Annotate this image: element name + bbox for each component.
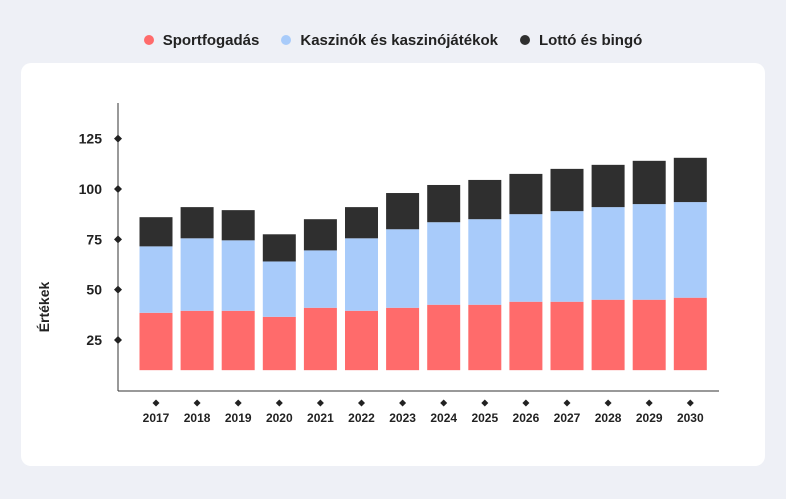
- y-tick-label: 100: [79, 181, 103, 197]
- bar-kaszinok-2021[interactable]: [303, 250, 337, 308]
- bar-lotto-2028[interactable]: [591, 164, 625, 208]
- chart-plot: 25 50 75 100 125 2017 2018 2019 2020 2021 2022 202…: [36, 103, 719, 425]
- y-tick-label: 50: [86, 282, 102, 298]
- bar-sportfogadas-2023[interactable]: [386, 307, 420, 371]
- bar-sportfogadas-2025[interactable]: [468, 304, 502, 371]
- x-tick-mark: [481, 399, 489, 407]
- bar-lotto-2023[interactable]: [386, 193, 420, 230]
- bar-kaszinok-2024[interactable]: [427, 222, 461, 305]
- x-tick-mark: [563, 399, 571, 407]
- bar-kaszinok-2018[interactable]: [180, 238, 214, 311]
- bar-sportfogadas-2020[interactable]: [262, 316, 296, 371]
- bar-sportfogadas-2028[interactable]: [591, 299, 625, 371]
- x-tick-mark: [358, 399, 365, 407]
- x-tick-mark: [275, 399, 283, 407]
- y-tick-mark: [114, 285, 122, 294]
- bar-lotto-2026[interactable]: [509, 173, 543, 215]
- bar-sportfogadas-2017[interactable]: [139, 312, 173, 371]
- x-tick-label: 2024: [430, 411, 457, 425]
- x-tick-mark: [522, 399, 530, 407]
- bar-kaszinok-2030[interactable]: [673, 202, 707, 298]
- bar-lotto-2018[interactable]: [180, 207, 214, 239]
- bar-lotto-2027[interactable]: [550, 168, 584, 212]
- x-tick-label: 2028: [595, 411, 622, 425]
- bar-kaszinok-2026[interactable]: [509, 214, 543, 302]
- bar-lotto-2024[interactable]: [427, 184, 461, 223]
- bar-kaszinok-2027[interactable]: [550, 211, 584, 302]
- legend-label-kaszinok: Kaszinók és kaszinójátékok: [300, 31, 498, 49]
- legend-marker-sportfogadas: [143, 35, 154, 45]
- bar-lotto-2025[interactable]: [468, 179, 502, 220]
- x-tick-label: 2019: [225, 411, 252, 425]
- bar-lotto-2029[interactable]: [632, 160, 666, 205]
- bar-kaszinok-2028[interactable]: [591, 207, 625, 300]
- x-tick-mark: [686, 399, 694, 407]
- x-tick-label: 2020: [266, 411, 293, 425]
- y-tick-mark: [114, 335, 122, 344]
- legend-label-lotto: Lottó és bingó: [538, 31, 643, 49]
- x-tick-label: 2018: [184, 411, 211, 425]
- bar-sportfogadas-2018[interactable]: [180, 310, 214, 371]
- legend-item-lotto[interactable]: Lottó és bingó: [519, 31, 643, 49]
- legend-item-kaszinok[interactable]: Kaszinók és kaszinójátékok: [281, 32, 498, 49]
- bar-kaszinok-2019[interactable]: [221, 240, 255, 311]
- bar-kaszinok-2017[interactable]: [139, 246, 173, 313]
- bar-sportfogadas-2019[interactable]: [221, 310, 255, 371]
- x-tick-label: 2023: [389, 411, 416, 425]
- y-tick-mark: [114, 134, 122, 143]
- y-tick-label: 75: [86, 231, 102, 247]
- legend: Sportfogadás Kaszinók és kaszinójátékok …: [0, 28, 786, 52]
- legend-marker-lotto: [519, 35, 530, 45]
- y-tick-label: 125: [79, 131, 103, 147]
- y-axis-title: Értékek: [36, 281, 52, 332]
- bar-kaszinok-2022[interactable]: [345, 238, 378, 311]
- legend-item-sportfogadas[interactable]: Sportfogadás: [143, 31, 260, 49]
- bar-kaszinok-2029[interactable]: [632, 204, 666, 300]
- x-tick-mark: [604, 399, 612, 407]
- bar-kaszinok-2023[interactable]: [386, 229, 420, 308]
- x-tick-label: 2022: [348, 411, 375, 425]
- bar-lotto-2019[interactable]: [221, 210, 255, 241]
- legend-marker-kaszinok: [281, 35, 292, 45]
- bar-sportfogadas-2030[interactable]: [673, 297, 707, 371]
- chart-card: 25 50 75 100 125 2017 2018 2019 2020 2021 2022 202…: [21, 63, 765, 466]
- y-tick-mark: [114, 235, 122, 244]
- bar-lotto-2020[interactable]: [262, 234, 296, 262]
- bar-sportfogadas-2029[interactable]: [632, 299, 666, 371]
- bar-lotto-2021[interactable]: [303, 219, 337, 251]
- x-tick-mark: [193, 399, 201, 407]
- bar-kaszinok-2025[interactable]: [468, 219, 502, 305]
- y-tick-label: 25: [86, 332, 102, 348]
- x-tick-mark: [316, 399, 324, 407]
- legend-label-sportfogadas: Sportfogadás: [162, 31, 260, 49]
- x-tick-mark: [152, 399, 160, 407]
- y-tick-mark: [114, 185, 122, 193]
- bar-sportfogadas-2024[interactable]: [427, 304, 461, 371]
- x-tick-label: 2025: [471, 411, 498, 425]
- x-tick-mark: [440, 399, 448, 407]
- bar-lotto-2030[interactable]: [673, 157, 707, 203]
- bar-lotto-2022[interactable]: [345, 207, 378, 239]
- x-tick-label: 2017: [143, 411, 170, 425]
- bar-sportfogadas-2022[interactable]: [345, 310, 378, 371]
- x-tick-label: 2027: [554, 411, 581, 425]
- bar-lotto-2017[interactable]: [139, 217, 173, 247]
- bar-sportfogadas-2027[interactable]: [550, 301, 584, 371]
- bar-sportfogadas-2026[interactable]: [509, 301, 543, 371]
- x-tick-mark: [645, 399, 653, 407]
- x-tick-label: 2021: [307, 411, 334, 425]
- x-tick-label: 2029: [636, 411, 663, 425]
- bar-kaszinok-2020[interactable]: [262, 261, 296, 317]
- x-tick-label: 2026: [513, 411, 540, 425]
- x-tick-mark: [234, 399, 242, 407]
- bar-sportfogadas-2021[interactable]: [303, 307, 337, 371]
- x-tick-label: 2030: [677, 411, 704, 425]
- x-tick-mark: [399, 399, 407, 407]
